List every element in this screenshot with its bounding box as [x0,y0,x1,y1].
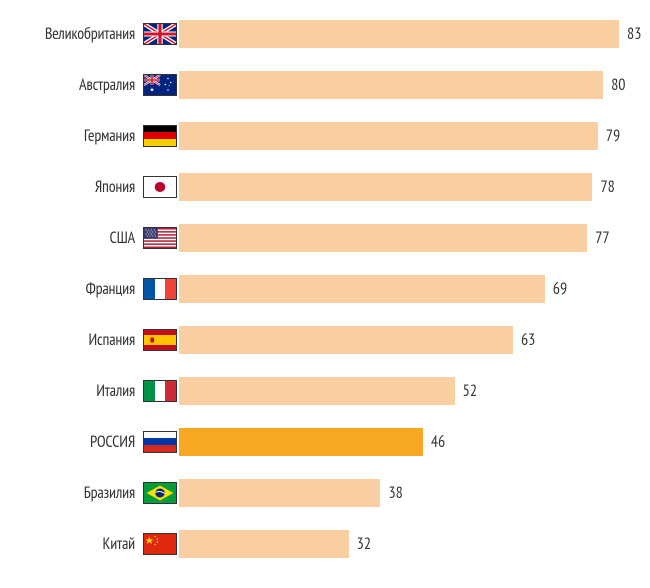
country-label: Испания [0,330,143,350]
bar-track: 32 [179,530,619,558]
bar-value: 46 [423,428,445,456]
country-label: Франция [0,279,143,299]
flag-icon [143,533,177,555]
bar-value: 69 [545,275,567,303]
bar-track: 63 [179,326,619,354]
bar-value: 79 [598,122,620,150]
country-label: Германия [0,126,143,146]
bar-fill [179,224,587,252]
country-label: РОССИЯ [0,432,143,452]
flag-icon [143,482,177,504]
chart-row: Бразилия 38 [0,475,630,510]
bar-value: 83 [619,20,641,48]
flag-icon [143,329,177,351]
bar-track: 83 [179,20,619,48]
flag-icon [143,431,177,453]
flag-icon [143,74,177,96]
bar-fill [179,71,603,99]
bar-fill [179,173,592,201]
country-label: Италия [0,381,143,401]
bar-fill [179,428,423,456]
bar-track: 46 [179,428,619,456]
chart-row: Япония 78 [0,169,630,204]
chart-row: Италия 52 [0,373,630,408]
bar-track: 52 [179,377,619,405]
bar-track: 78 [179,173,619,201]
bar-track: 77 [179,224,619,252]
flag-icon [143,176,177,198]
chart-row: Австралия 80 [0,67,630,102]
chart-row: Китай 32 [0,526,630,561]
bar-fill [179,20,619,48]
bar-value: 38 [380,479,402,507]
flag-icon [143,278,177,300]
bar-value: 32 [349,530,371,558]
chart-row: США 77 [0,220,630,255]
bar-value: 63 [513,326,535,354]
bar-track: 80 [179,71,619,99]
bar-fill [179,326,513,354]
country-label: Япония [0,177,143,197]
bar-value: 77 [587,224,609,252]
chart-row: РОССИЯ 46 [0,424,630,459]
bar-track: 79 [179,122,619,150]
horizontal-bar-chart: Великобритания 83 Австралия 80 Германия 79 Япо… [0,0,650,561]
bar-fill [179,377,455,405]
country-label: Бразилия [0,483,143,503]
bar-track: 38 [179,479,619,507]
flag-icon [143,125,177,147]
chart-row: Германия 79 [0,118,630,153]
bar-value: 80 [603,71,625,99]
bar-fill [179,275,545,303]
country-label: Австралия [0,75,143,95]
chart-row: Франция 69 [0,271,630,306]
country-label: Китай [0,534,143,554]
bar-value: 52 [455,377,477,405]
country-label: Великобритания [0,24,143,44]
bar-fill [179,122,598,150]
country-label: США [0,228,143,248]
chart-row: Великобритания 83 [0,16,630,51]
bar-value: 78 [592,173,614,201]
chart-row: Испания 63 [0,322,630,357]
bar-track: 69 [179,275,619,303]
flag-icon [143,380,177,402]
flag-icon [143,227,177,249]
bar-fill [179,479,380,507]
bar-fill [179,530,349,558]
flag-icon [143,23,177,45]
